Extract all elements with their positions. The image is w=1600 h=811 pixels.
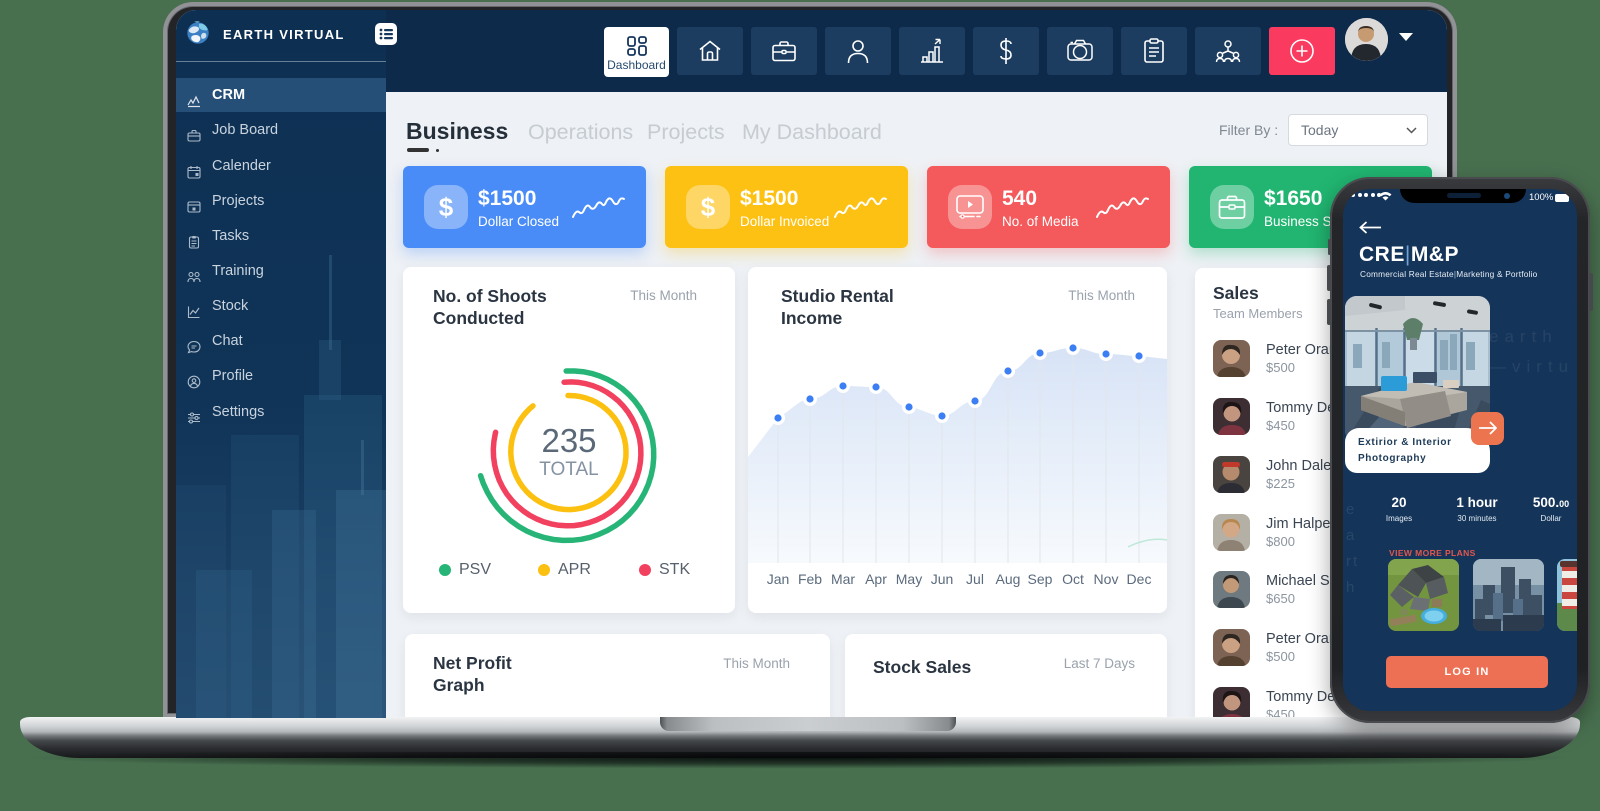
svg-text:Aug: Aug <box>996 571 1021 587</box>
svg-text:Dec: Dec <box>1127 571 1152 587</box>
svg-text:Jun: Jun <box>931 571 954 587</box>
svg-text:Jul: Jul <box>966 571 984 587</box>
svg-text:Apr: Apr <box>865 571 887 587</box>
svg-text:Jan: Jan <box>767 571 790 587</box>
svg-text:Sep: Sep <box>1028 571 1053 587</box>
svg-text:Oct: Oct <box>1062 571 1084 587</box>
svg-text:Mar: Mar <box>831 571 855 587</box>
svg-text:Feb: Feb <box>798 571 822 587</box>
svg-text:May: May <box>896 571 922 587</box>
svg-text:Nov: Nov <box>1094 571 1119 587</box>
